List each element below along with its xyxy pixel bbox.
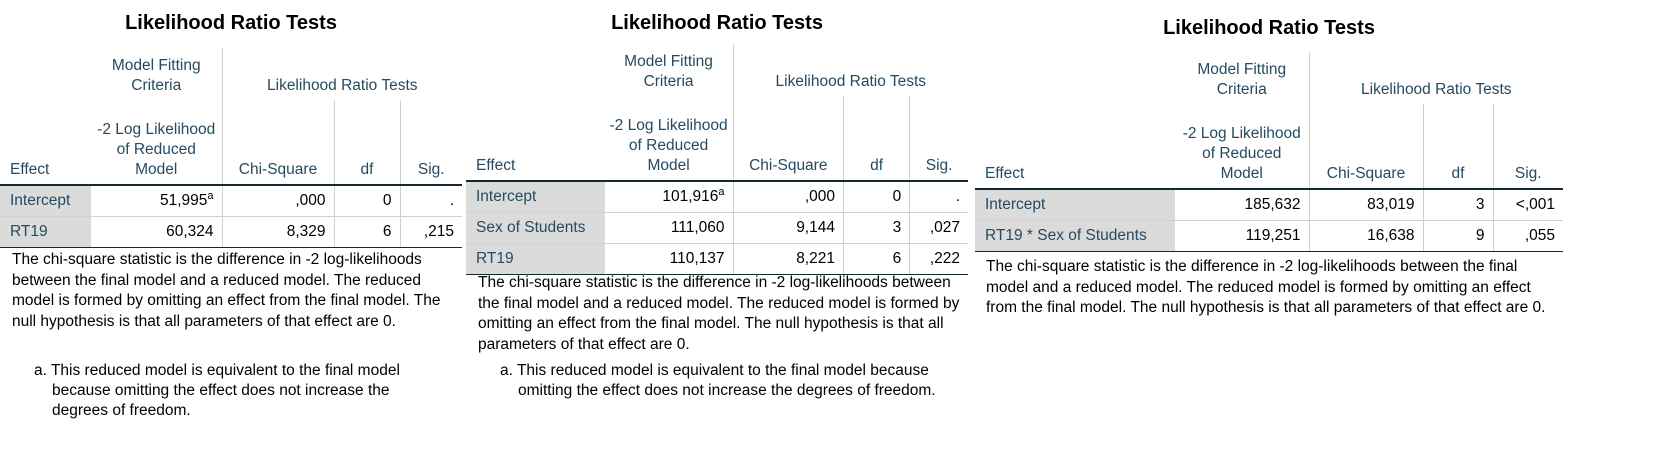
cell-sig: ,215	[399, 216, 462, 248]
col-header-df: df	[1422, 104, 1493, 190]
col-header-effect: Effect	[466, 96, 605, 182]
lrt-panel-1: Likelihood Ratio Tests Model Fitting Cri…	[0, 0, 462, 452]
row-effect: RT19 * Sex of Students	[975, 220, 1175, 252]
table-note: The chi-square statistic is the differen…	[478, 274, 960, 353]
group-header-lrt: Likelihood Ratio Tests	[732, 44, 968, 96]
cell-sig: .	[909, 181, 968, 213]
cell-df: 9	[1422, 220, 1493, 252]
cell-loglik: 51,995a	[91, 185, 222, 217]
cell-chisq: ,000	[221, 185, 334, 217]
table-title: Likelihood Ratio Tests	[611, 12, 823, 34]
cell-df: 0	[842, 181, 910, 213]
group-header-model-fitting: Model Fitting Criteria	[1197, 61, 1287, 98]
group-header-lrt: Likelihood Ratio Tests	[221, 48, 462, 100]
table-footnote: a. This reduced model is equivalent to t…	[34, 362, 400, 419]
col-header-sig: Sig.	[399, 100, 462, 186]
row-effect: Intercept	[975, 189, 1175, 221]
cell-sig: ,027	[909, 212, 968, 244]
cell-df: 3	[1422, 189, 1493, 221]
cell-chisq: 8,221	[732, 243, 844, 275]
table-row: Intercept 101,916a ,000 0 .	[466, 181, 968, 213]
cell-chisq: 83,019	[1308, 189, 1423, 221]
cell-loglik: 110,137	[604, 243, 734, 275]
col-header-chisq: Chi-Square	[732, 96, 844, 182]
cell-chisq: 8,329	[221, 216, 334, 248]
cell-sig: ,222	[909, 243, 968, 275]
table-footnote: a. This reduced model is equivalent to t…	[500, 362, 936, 399]
cell-df: 3	[842, 212, 910, 244]
cell-df: 0	[333, 185, 400, 217]
col-header-df: df	[842, 96, 910, 182]
group-header-model-fitting: Model Fitting Criteria	[111, 57, 201, 94]
col-header-sig: Sig.	[909, 96, 968, 182]
cell-loglik: 185,632	[1175, 189, 1309, 221]
col-header-effect: Effect	[975, 104, 1175, 190]
footnote-marker: a	[207, 189, 214, 202]
table-row: RT19 110,137 8,221 6 ,222	[466, 243, 968, 275]
row-effect: Intercept	[466, 181, 605, 213]
col-header-loglik: -2 Log Likelihood of Reduced Model	[604, 96, 734, 182]
lrt-table-1: Model Fitting Criteria Likelihood Ratio …	[0, 48, 462, 248]
cell-loglik: 60,324	[91, 216, 222, 248]
cell-df: 6	[333, 216, 400, 248]
cell-loglik: 111,060	[604, 212, 734, 244]
footnote-marker: a	[718, 185, 725, 198]
cell-chisq: 9,144	[732, 212, 844, 244]
group-header-lrt: Likelihood Ratio Tests	[1308, 52, 1563, 104]
table-title: Likelihood Ratio Tests	[1163, 17, 1375, 39]
col-header-df: df	[333, 100, 400, 186]
cell-sig: <,001	[1492, 189, 1563, 221]
lrt-table-3: Model Fitting Criteria Likelihood Ratio …	[975, 52, 1563, 252]
group-header-model-fitting: Model Fitting Criteria	[624, 53, 713, 90]
table-row: Intercept 51,995a ,000 0 .	[0, 185, 462, 217]
row-effect: RT19	[0, 216, 91, 248]
cell-chisq: 16,638	[1308, 220, 1423, 252]
lrt-panel-2: Likelihood Ratio Tests Model Fitting Cri…	[466, 0, 968, 452]
table-row: RT19 60,324 8,329 6 ,215	[0, 216, 462, 248]
col-header-chisq: Chi-Square	[221, 100, 334, 186]
lrt-table-2: Model Fitting Criteria Likelihood Ratio …	[466, 44, 968, 275]
cell-chisq: ,000	[732, 181, 844, 213]
table-row: Sex of Students 111,060 9,144 3 ,027	[466, 212, 968, 244]
col-header-effect: Effect	[0, 100, 91, 186]
row-effect: Sex of Students	[466, 212, 605, 244]
col-header-sig: Sig.	[1492, 104, 1563, 190]
col-header-chisq: Chi-Square	[1308, 104, 1423, 190]
table-title: Likelihood Ratio Tests	[125, 12, 337, 34]
table-row: Intercept 185,632 83,019 3 <,001	[975, 189, 1563, 221]
col-header-loglik: -2 Log Likelihood of Reduced Model	[1175, 104, 1309, 190]
table-row: RT19 * Sex of Students 119,251 16,638 9 …	[975, 220, 1563, 252]
row-effect: Intercept	[0, 185, 91, 217]
cell-sig: ,055	[1492, 220, 1563, 252]
row-effect: RT19	[466, 243, 605, 275]
cell-loglik: 119,251	[1175, 220, 1309, 252]
lrt-panel-3: Likelihood Ratio Tests Model Fitting Cri…	[975, 0, 1563, 452]
table-note: The chi-square statistic is the differen…	[986, 258, 1546, 316]
cell-df: 6	[842, 243, 910, 275]
table-note: The chi-square statistic is the differen…	[12, 251, 441, 330]
col-header-loglik: -2 Log Likelihood of Reduced Model	[91, 100, 222, 186]
cell-loglik: 101,916a	[604, 181, 734, 213]
cell-sig: .	[399, 185, 462, 217]
